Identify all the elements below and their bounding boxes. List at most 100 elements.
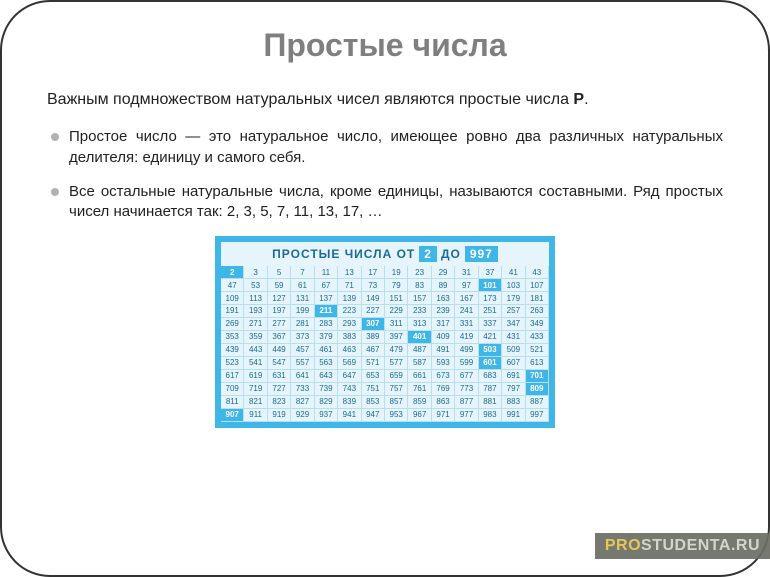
prime-cell: 281 (291, 318, 314, 331)
prime-cell: 433 (526, 331, 549, 344)
prime-cell: 337 (479, 318, 502, 331)
prime-cell: 701 (526, 370, 549, 383)
prime-cell: 83 (408, 279, 431, 292)
prime-cell: 107 (526, 279, 549, 292)
prime-cell: 157 (408, 292, 431, 305)
prime-cell: 443 (244, 344, 267, 357)
prime-cell: 11 (315, 266, 338, 279)
prime-cell: 401 (408, 331, 431, 344)
intro-text-prefix: Важным подмножеством натуральных чисел я… (47, 91, 573, 108)
prime-cell: 499 (455, 344, 478, 357)
prime-cell: 59 (268, 279, 291, 292)
prime-cell: 13 (338, 266, 361, 279)
prime-cell: 131 (291, 292, 314, 305)
prime-cell: 881 (479, 396, 502, 409)
prime-cell: 151 (385, 292, 408, 305)
prime-cell: 569 (338, 357, 361, 370)
prime-cell: 839 (338, 396, 361, 409)
prime-cell: 641 (291, 370, 314, 383)
prime-cell: 113 (244, 292, 267, 305)
prime-cell: 739 (315, 383, 338, 396)
prime-cell: 419 (455, 331, 478, 344)
prime-cell: 457 (291, 344, 314, 357)
prime-cell: 593 (432, 357, 455, 370)
prime-cell: 227 (362, 305, 385, 318)
prime-cell: 439 (221, 344, 244, 357)
prime-cell: 277 (268, 318, 291, 331)
prime-cell: 653 (362, 370, 385, 383)
prime-cell: 431 (502, 331, 525, 344)
prime-cell: 163 (432, 292, 455, 305)
prime-cell: 271 (244, 318, 267, 331)
prime-cell: 197 (268, 305, 291, 318)
prime-cell: 907 (221, 409, 244, 422)
prime-cell: 727 (268, 383, 291, 396)
prime-cell: 17 (362, 266, 385, 279)
prime-cell: 263 (526, 305, 549, 318)
prime-cell: 479 (385, 344, 408, 357)
prime-cell: 239 (432, 305, 455, 318)
table-from-value: 2 (419, 246, 437, 262)
prime-cell: 463 (338, 344, 361, 357)
prime-cell: 293 (338, 318, 361, 331)
prime-cell: 313 (408, 318, 431, 331)
prime-cell: 229 (385, 305, 408, 318)
prime-cell: 613 (526, 357, 549, 370)
watermark-prefix: PRO (605, 537, 641, 554)
prime-cell: 109 (221, 292, 244, 305)
prime-cell: 179 (502, 292, 525, 305)
prime-cell: 953 (385, 409, 408, 422)
prime-cell: 53 (244, 279, 267, 292)
prime-cell: 127 (268, 292, 291, 305)
prime-cell: 181 (526, 292, 549, 305)
primes-grid: 2357111317192329313741434753596167717379… (221, 266, 549, 422)
prime-cell: 349 (526, 318, 549, 331)
prime-cell: 193 (244, 305, 267, 318)
prime-cell: 709 (221, 383, 244, 396)
prime-cell: 743 (338, 383, 361, 396)
prime-cell: 97 (455, 279, 478, 292)
prime-cell: 947 (362, 409, 385, 422)
prime-cell: 2 (221, 266, 244, 279)
prime-cell: 331 (455, 318, 478, 331)
prime-cell: 379 (315, 331, 338, 344)
prime-cell: 997 (526, 409, 549, 422)
prime-cell: 769 (432, 383, 455, 396)
prime-cell: 761 (408, 383, 431, 396)
prime-cell: 19 (385, 266, 408, 279)
prime-cell: 251 (479, 305, 502, 318)
prime-cell: 223 (338, 305, 361, 318)
prime-cell: 509 (502, 344, 525, 357)
prime-cell: 103 (502, 279, 525, 292)
list-item: Все остальные натуральные числа, кроме е… (47, 182, 723, 223)
watermark-suffix: STUDENTA.RU (641, 537, 760, 554)
prime-cell: 673 (432, 370, 455, 383)
prime-cell: 601 (479, 357, 502, 370)
prime-cell: 991 (502, 409, 525, 422)
prime-cell: 23 (408, 266, 431, 279)
prime-cell: 691 (502, 370, 525, 383)
primes-table: ПРОСТЫЕ ЧИСЛА ОТ 2 ДО 997 23571113171923… (215, 236, 555, 428)
prime-cell: 757 (385, 383, 408, 396)
prime-cell: 409 (432, 331, 455, 344)
prime-cell: 373 (291, 331, 314, 344)
prime-cell: 617 (221, 370, 244, 383)
prime-cell: 577 (385, 357, 408, 370)
prime-cell: 643 (315, 370, 338, 383)
prime-cell: 41 (502, 266, 525, 279)
prime-cell: 367 (268, 331, 291, 344)
prime-cell: 101 (479, 279, 502, 292)
table-title-prefix: ПРОСТЫЕ ЧИСЛА ОТ (272, 247, 415, 261)
prime-cell: 751 (362, 383, 385, 396)
prime-cell: 857 (385, 396, 408, 409)
prime-cell: 389 (362, 331, 385, 344)
intro-paragraph: Важным подмножеством натуральных чисел я… (47, 89, 723, 111)
watermark: PROSTUDENTA.RU (595, 533, 770, 559)
prime-cell: 887 (526, 396, 549, 409)
prime-cell: 71 (338, 279, 361, 292)
prime-cell: 233 (408, 305, 431, 318)
prime-cell: 211 (315, 305, 338, 318)
prime-cell: 467 (362, 344, 385, 357)
prime-cell: 311 (385, 318, 408, 331)
prime-cell: 823 (268, 396, 291, 409)
